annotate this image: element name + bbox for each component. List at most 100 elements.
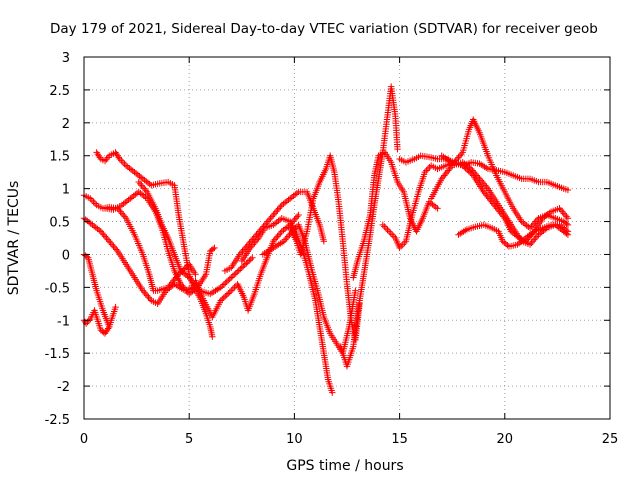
data-point [352, 287, 359, 294]
data-point [241, 261, 249, 268]
data-point [231, 271, 238, 278]
x-tick-label: 0 [80, 432, 88, 447]
y-tick-label: -1 [57, 314, 70, 329]
series-arc-6 [101, 188, 218, 298]
data-point [564, 228, 572, 235]
x-tick-label: 5 [185, 432, 193, 447]
y-tick-label: -2 [57, 380, 70, 395]
data-point [91, 200, 99, 207]
x-tick-label: 10 [286, 432, 303, 447]
data-point [136, 180, 144, 187]
data-point [426, 164, 433, 171]
data-point [399, 241, 406, 248]
data-point [455, 154, 462, 161]
data-point [240, 263, 247, 270]
data-point [277, 203, 284, 210]
data-point [217, 297, 224, 304]
data-point [146, 295, 154, 303]
data-point [382, 224, 390, 232]
data-point [138, 182, 145, 189]
data-point [461, 163, 468, 171]
data-point [117, 208, 124, 215]
data-point [246, 257, 253, 264]
data-point [223, 278, 230, 285]
data-point [295, 211, 302, 219]
data-point [528, 223, 535, 230]
data-point [104, 236, 112, 243]
data-point [110, 243, 117, 250]
data-point [226, 288, 233, 296]
data-point [275, 205, 283, 212]
data-point [219, 295, 226, 303]
data-point [557, 206, 565, 214]
data-point [467, 169, 474, 176]
data-point [106, 323, 113, 331]
data-point [211, 244, 218, 252]
data-point [264, 218, 271, 225]
x-tick-label: 25 [602, 432, 619, 447]
data-point [456, 152, 464, 159]
data-point [274, 206, 281, 214]
data-point [108, 241, 116, 248]
data-point [462, 165, 469, 172]
data-point [119, 159, 127, 166]
y-axis-label: SDTVAR / TECUs [6, 181, 22, 296]
data-point [139, 183, 147, 191]
data-point [563, 220, 570, 227]
data-point [143, 292, 151, 299]
data-points [80, 83, 572, 396]
data-point [267, 215, 274, 222]
data-point [99, 229, 106, 237]
y-tick-label: -2.5 [45, 413, 70, 428]
plot-frame [83, 56, 611, 420]
data-point [228, 287, 235, 294]
data-point [226, 275, 233, 283]
data-point [222, 293, 229, 300]
y-tick-label: 0.5 [49, 216, 70, 231]
data-point [504, 242, 511, 249]
data-point [234, 268, 241, 276]
data-point [209, 245, 217, 253]
data-point [237, 265, 244, 273]
data-point [379, 221, 386, 229]
data-point [247, 255, 255, 263]
data-point [294, 213, 301, 220]
data-point [434, 205, 441, 212]
y-tick-label: 2.5 [49, 84, 70, 99]
data-point [238, 264, 245, 271]
series-arc-5 [93, 149, 216, 340]
data-point [265, 216, 273, 224]
data-point [145, 294, 152, 301]
y-tick-label: 1.5 [49, 150, 70, 165]
data-point [243, 260, 250, 267]
data-point [90, 198, 97, 205]
y-tick-label: 1 [62, 183, 70, 198]
data-point [235, 267, 242, 274]
data-point [533, 233, 541, 240]
data-point [222, 279, 229, 287]
data-point [564, 186, 572, 194]
series-arc-14 [350, 149, 441, 281]
data-point [384, 226, 391, 233]
x-tick-label: 15 [391, 432, 408, 447]
data-point [225, 290, 232, 297]
data-point [468, 170, 475, 178]
data-point [385, 228, 393, 235]
data-point [389, 231, 396, 238]
y-tick-label: -0.5 [45, 281, 70, 296]
data-point [217, 284, 224, 291]
data-point [192, 271, 199, 278]
y-tick-label: -1.5 [45, 347, 70, 362]
data-point [112, 303, 119, 311]
series-arc-8 [192, 211, 302, 321]
data-point [106, 238, 113, 245]
data-point [564, 221, 572, 229]
data-point [268, 213, 276, 220]
data-point [394, 145, 401, 153]
data-point [228, 274, 235, 281]
axes: 0 5 10 15 20 25 -2.5 -2 -1.5 -1 -0.5 0 0.5 1 1.5 2 2.5 3 [45, 51, 619, 447]
data-point [229, 272, 236, 280]
data-point [277, 229, 284, 237]
data-point [465, 168, 472, 175]
